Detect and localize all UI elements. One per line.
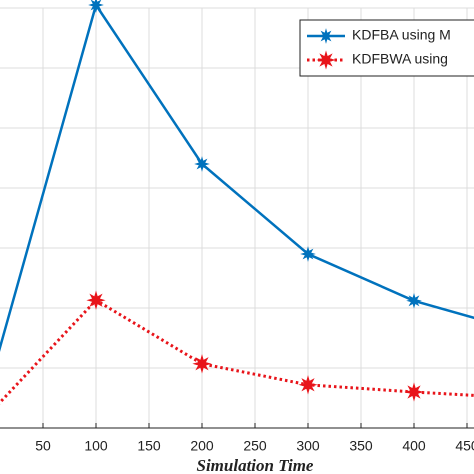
- marker: [318, 28, 334, 44]
- x-axis-label: Simulation Time: [197, 456, 314, 474]
- marker: [88, 0, 104, 13]
- x-tick-label: 150: [137, 438, 161, 454]
- marker: [194, 156, 210, 172]
- legend: KDFBA using M KDFBWA using: [299, 19, 474, 77]
- x-tick-label: 400: [402, 438, 426, 454]
- series-line: [0, 2, 474, 352]
- x-tick-label: 450: [455, 438, 474, 454]
- x-tick-label: 250: [243, 438, 267, 454]
- marker: [404, 382, 424, 402]
- marker: [316, 50, 336, 70]
- x-tick-label: 100: [84, 438, 108, 454]
- legend-label: KDFBA using M: [352, 27, 451, 43]
- legend-box: [299, 19, 474, 77]
- marker: [300, 246, 316, 262]
- marker: [86, 290, 106, 310]
- marker: [406, 292, 422, 309]
- marker: [298, 375, 318, 395]
- x-tick-label: 350: [349, 438, 373, 454]
- legend-label: KDFBWA using: [352, 51, 448, 67]
- x-tick-label: 300: [296, 438, 320, 454]
- series-line: [0, 298, 474, 405]
- x-tick-label: 200: [190, 438, 214, 454]
- x-tick-label: 50: [35, 438, 51, 454]
- marker: [192, 354, 212, 374]
